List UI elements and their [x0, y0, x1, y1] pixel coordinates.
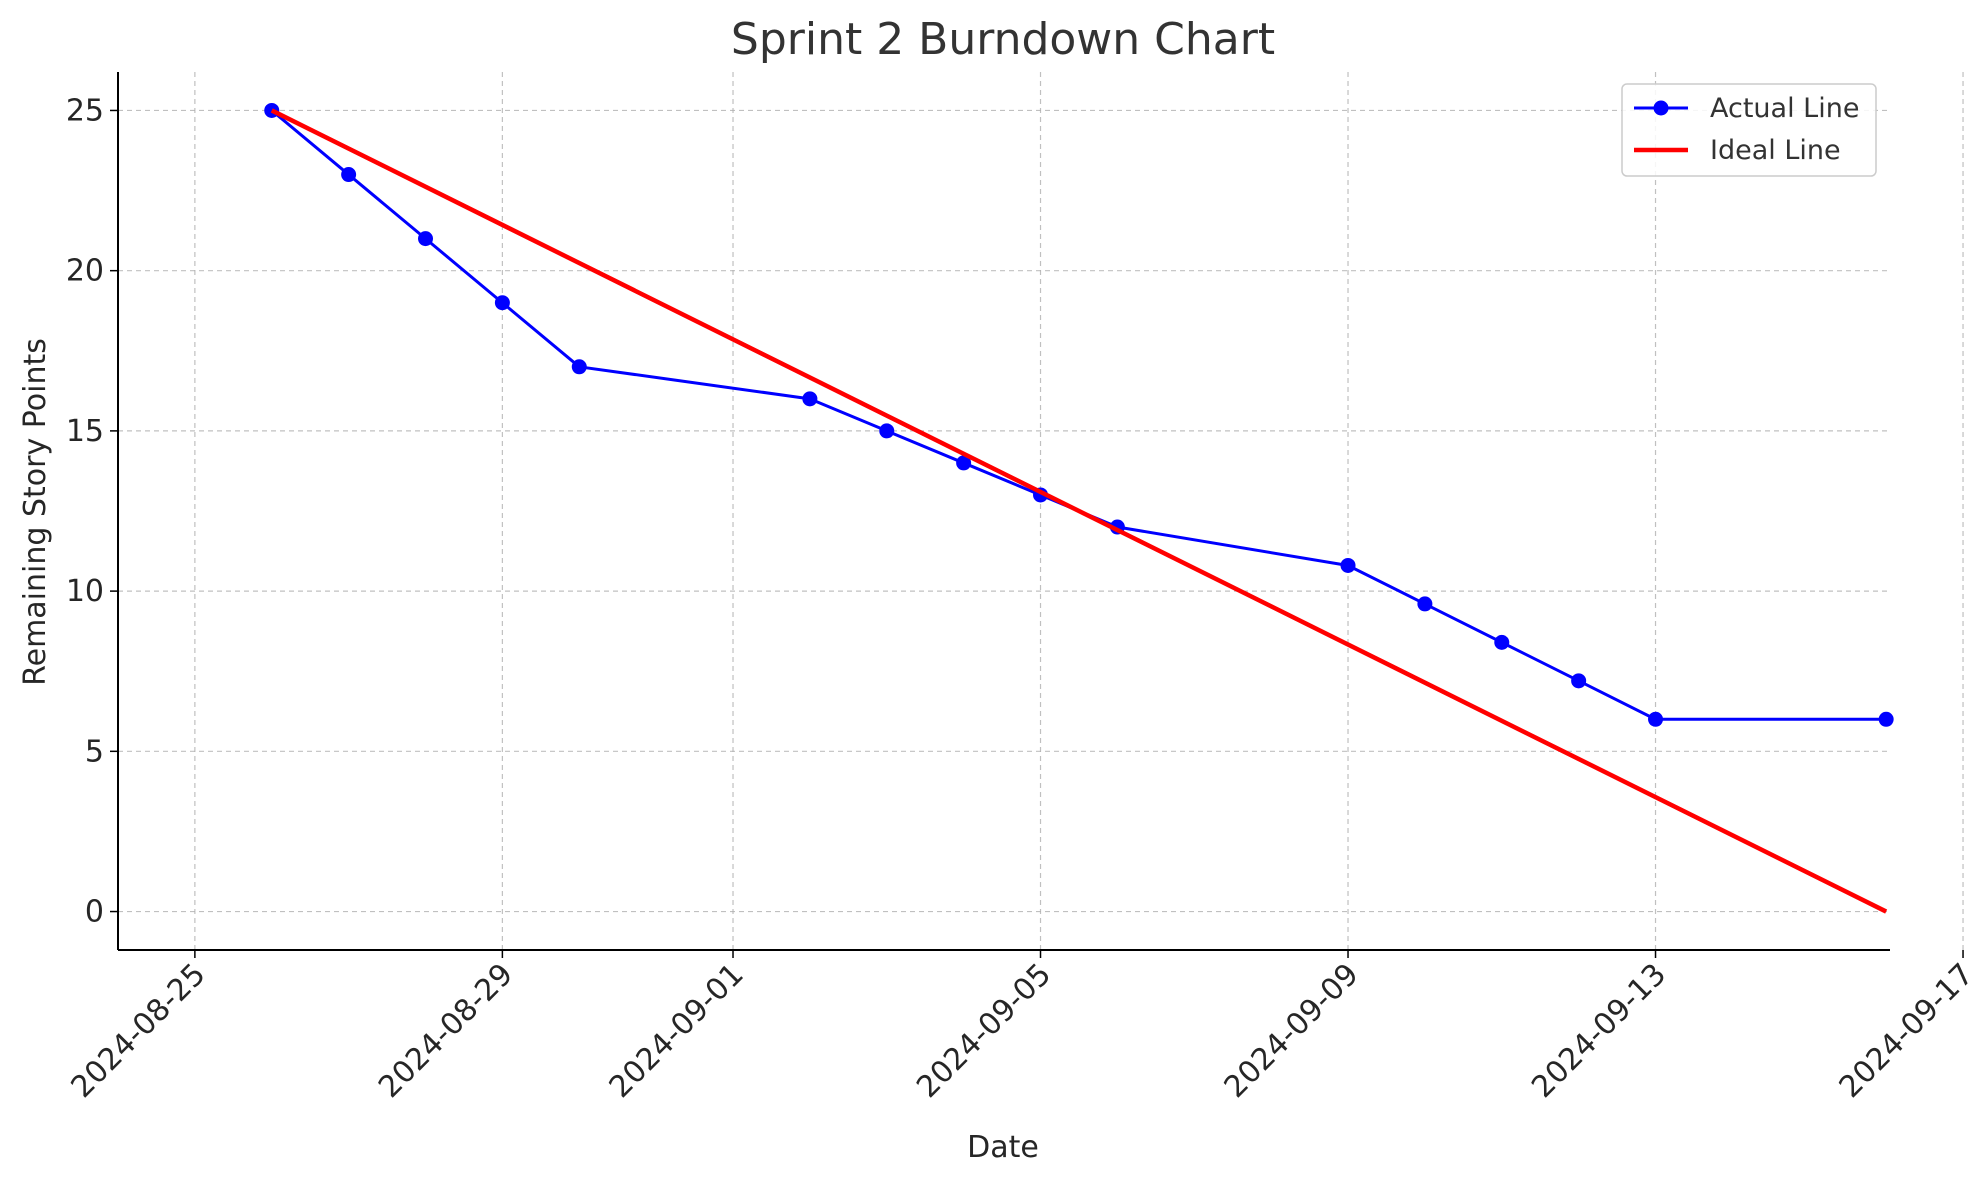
- actual-line-point: [879, 423, 895, 439]
- y-tick-label: 20: [66, 254, 104, 289]
- actual-line-point: [1571, 673, 1587, 689]
- actual-line-point: [418, 231, 434, 247]
- x-tick-label: 2024-09-13: [1525, 957, 1673, 1105]
- actual-line-point: [802, 391, 818, 407]
- axes: [117, 72, 1890, 951]
- x-tick-label: 2024-09-09: [1218, 957, 1366, 1105]
- actual-line-series: [270, 109, 1887, 721]
- y-tick-label: 25: [66, 93, 104, 128]
- y-tick-label: 0: [85, 895, 104, 930]
- legend-actual-marker: [1653, 100, 1669, 116]
- actual-line-point: [571, 359, 587, 375]
- y-tick-label: 5: [85, 734, 104, 769]
- x-tick-label: 2024-09-05: [910, 957, 1058, 1105]
- actual-line-point: [1494, 634, 1510, 650]
- legend-actual-label: Actual Line: [1710, 93, 1859, 124]
- chart-title: Sprint 2 Burndown Chart: [731, 14, 1275, 65]
- grid: [118, 72, 1964, 950]
- ideal-line-series: [270, 108, 1888, 914]
- y-tick-label: 15: [66, 414, 104, 449]
- actual-line-point: [494, 295, 510, 311]
- series-layer: [264, 102, 1894, 914]
- x-tick-label: 2024-08-29: [372, 957, 520, 1105]
- ticks: 0 5 10 15 20 25 2024-08-25 2024-08-29 2024-09-01…: [64, 93, 1979, 1104]
- x-axis-title: Date: [967, 1130, 1039, 1165]
- actual-line-point: [956, 455, 972, 471]
- x-tick-label: 2024-09-17: [1833, 957, 1979, 1105]
- y-tick-label: 10: [66, 574, 104, 609]
- legend-ideal-label: Ideal Line: [1710, 135, 1841, 166]
- x-tick-label: 2024-08-25: [64, 957, 212, 1105]
- x-tick-label: 2024-09-01: [603, 957, 751, 1105]
- actual-line-point: [1340, 557, 1356, 573]
- actual-line-point: [341, 167, 357, 183]
- legend: Actual Line Ideal Line: [1621, 83, 1877, 177]
- actual-line-point: [1878, 711, 1894, 727]
- y-axis-title: Remaining Story Points: [18, 338, 53, 686]
- actual-line-point: [1417, 596, 1433, 612]
- actual-line-point: [1648, 711, 1664, 727]
